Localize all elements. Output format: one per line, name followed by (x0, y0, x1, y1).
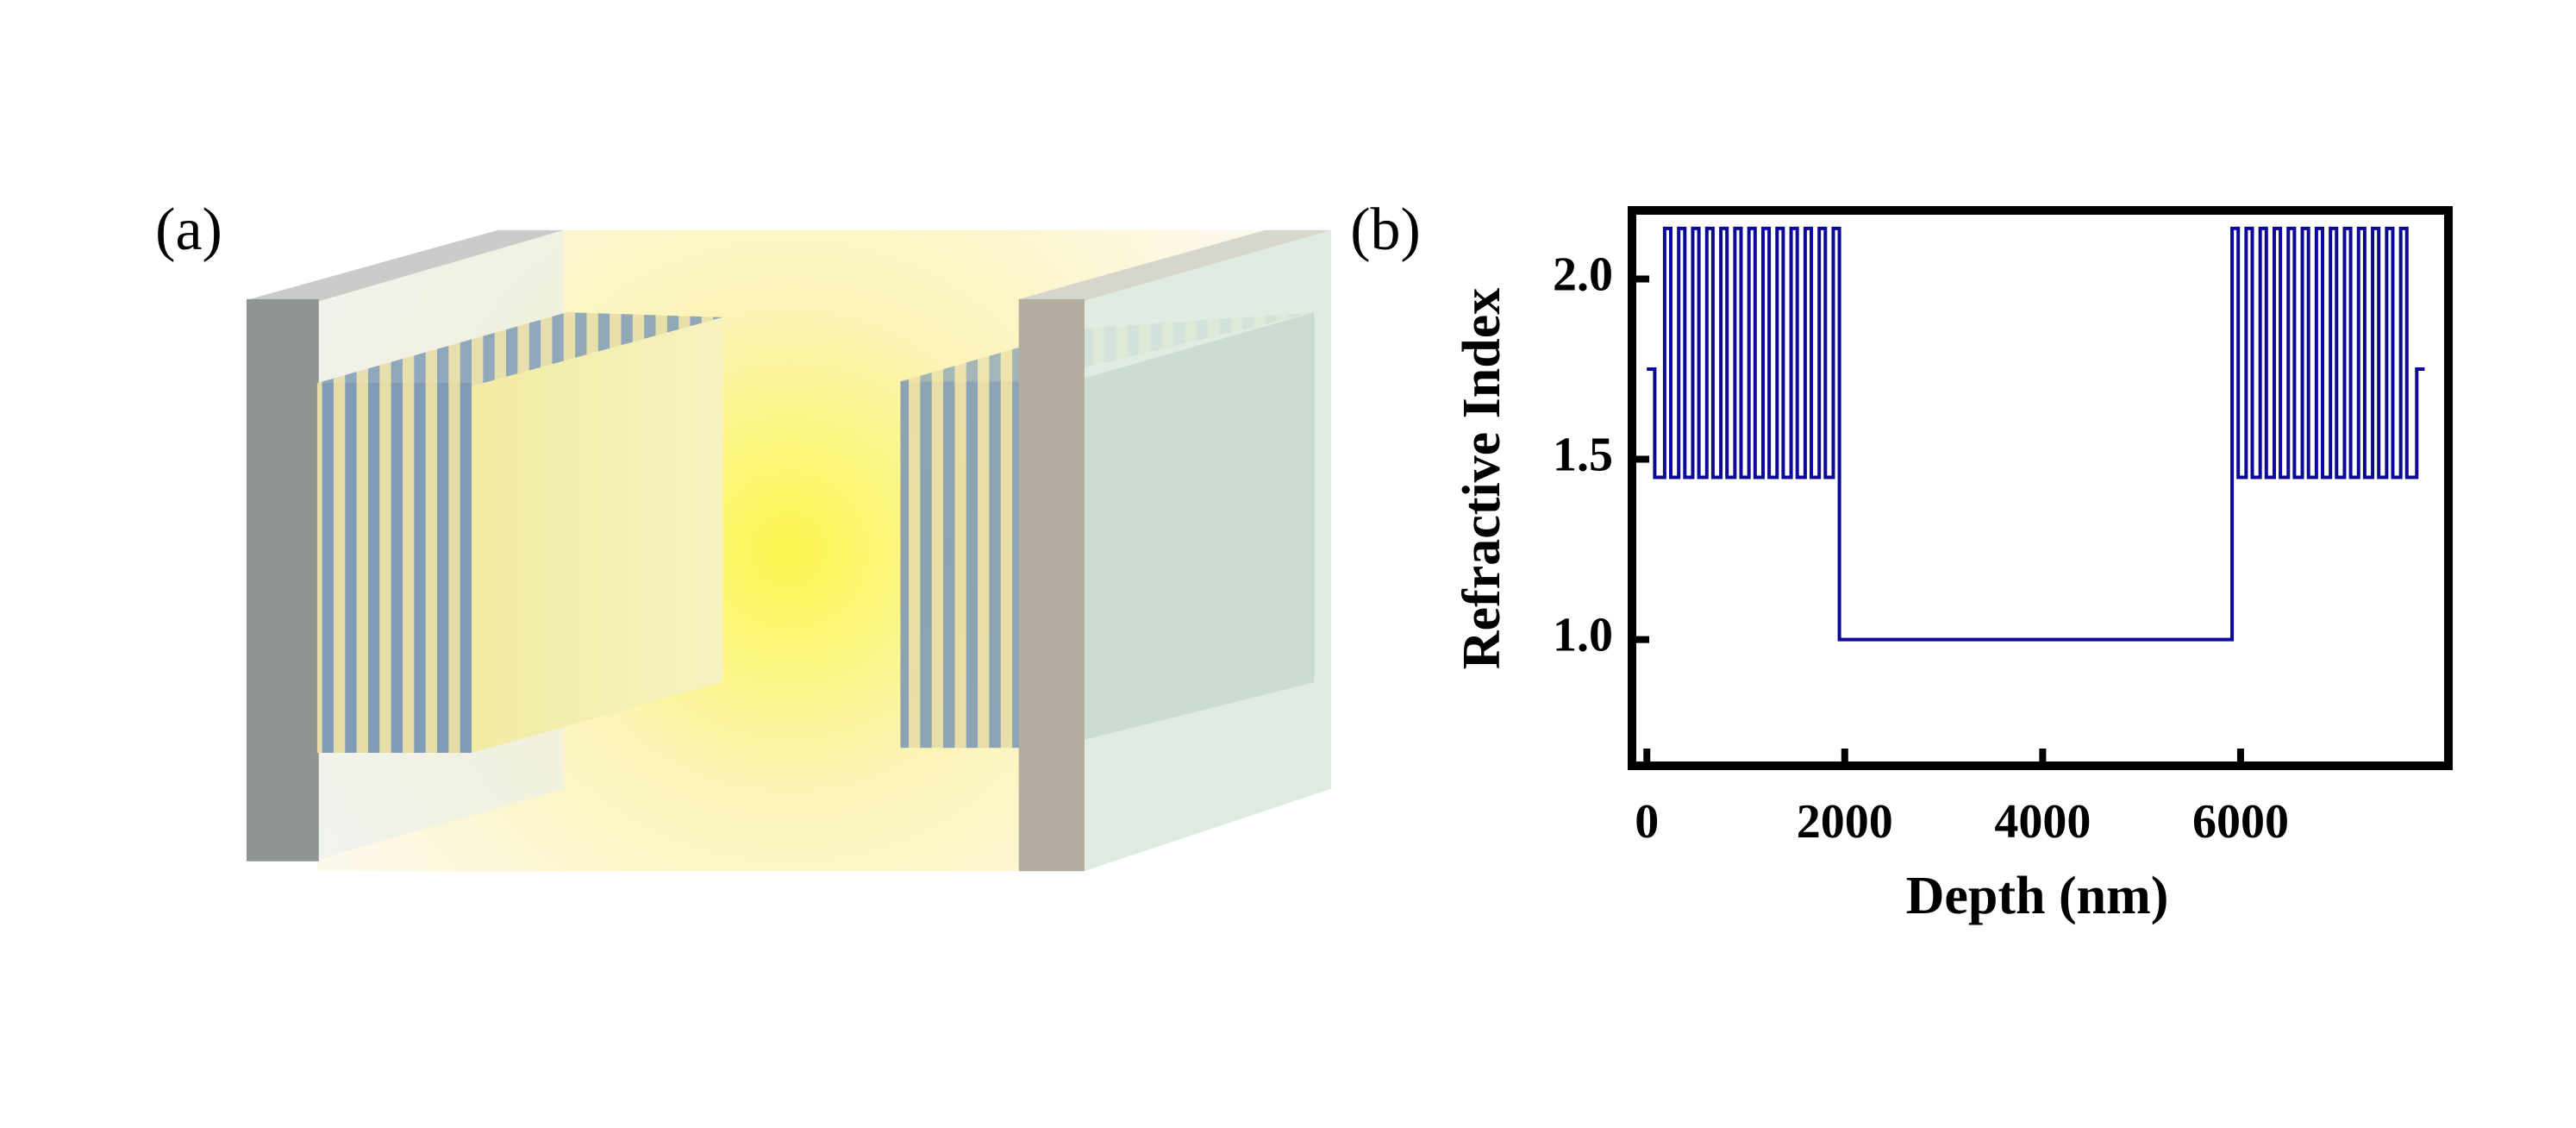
right-mirror-inner (1084, 312, 1315, 740)
left-mirror-top (249, 229, 564, 301)
left-stack-top (316, 312, 723, 386)
right-mirror-top (1018, 229, 1331, 301)
x-tick-label: 2000 (1797, 795, 1893, 849)
x-axis-title: Depth (nm) (1906, 867, 2169, 925)
left-stack-side (316, 383, 472, 753)
plot-frame (1628, 206, 2453, 770)
y-tick-label: 1.5 (1553, 428, 1613, 481)
left-stack-front (472, 316, 723, 753)
y-tick-label: 1.0 (1553, 608, 1613, 661)
x-tick-label: 6000 (2192, 795, 2289, 849)
cavity-illustration (246, 229, 1331, 872)
y-axis-title: Refractive Index (1453, 288, 1511, 669)
right-mirror-edge (1018, 298, 1085, 872)
y-tick-label: 2.0 (1553, 248, 1613, 301)
x-tick-label: 0 (1635, 795, 1659, 849)
panel-label: (a) (155, 197, 222, 263)
refractive-index-line (1647, 226, 2425, 642)
left-mirror-edge (246, 298, 319, 862)
right-stack-side (900, 381, 1026, 749)
panel-label: (b) (1350, 197, 1421, 263)
x-tick-label: 4000 (1994, 795, 2091, 849)
